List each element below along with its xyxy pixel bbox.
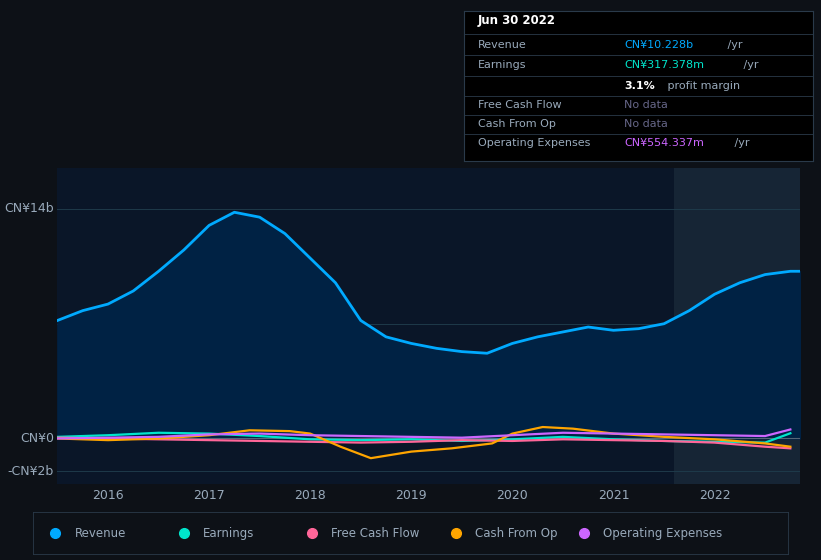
Text: No data: No data xyxy=(624,119,668,129)
Text: Operating Expenses: Operating Expenses xyxy=(478,138,590,148)
Text: No data: No data xyxy=(624,100,668,110)
Text: /yr: /yr xyxy=(731,138,750,148)
Text: Cash From Op: Cash From Op xyxy=(475,527,557,540)
Text: Cash From Op: Cash From Op xyxy=(478,119,556,129)
Bar xyxy=(674,168,800,484)
Text: Revenue: Revenue xyxy=(478,40,526,50)
Text: CN¥14b: CN¥14b xyxy=(4,203,53,216)
Text: /yr: /yr xyxy=(740,60,758,70)
Text: CN¥10.228b: CN¥10.228b xyxy=(624,40,694,50)
Text: profit margin: profit margin xyxy=(664,81,741,91)
Text: Revenue: Revenue xyxy=(75,527,126,540)
Text: Free Cash Flow: Free Cash Flow xyxy=(331,527,420,540)
Text: Earnings: Earnings xyxy=(203,527,255,540)
Text: 3.1%: 3.1% xyxy=(624,81,655,91)
Text: -CN¥2b: -CN¥2b xyxy=(7,465,53,478)
Text: CN¥317.378m: CN¥317.378m xyxy=(624,60,704,70)
Text: /yr: /yr xyxy=(724,40,742,50)
Text: CN¥0: CN¥0 xyxy=(20,432,53,445)
Text: Earnings: Earnings xyxy=(478,60,526,70)
Text: Operating Expenses: Operating Expenses xyxy=(603,527,722,540)
Text: Free Cash Flow: Free Cash Flow xyxy=(478,100,562,110)
Text: CN¥554.337m: CN¥554.337m xyxy=(624,138,704,148)
Text: Jun 30 2022: Jun 30 2022 xyxy=(478,15,556,27)
